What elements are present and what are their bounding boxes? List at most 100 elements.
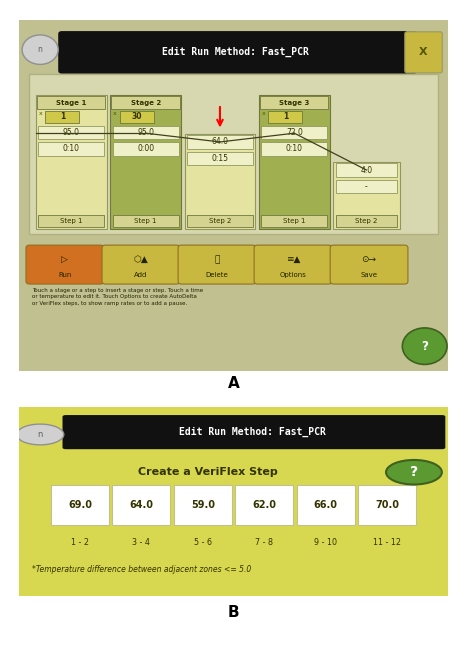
Text: *Temperature difference between adjacent zones <= 5.0: *Temperature difference between adjacent… xyxy=(32,565,251,574)
Text: B: B xyxy=(228,605,239,620)
FancyBboxPatch shape xyxy=(110,95,181,228)
FancyBboxPatch shape xyxy=(38,126,104,139)
Text: Step 1: Step 1 xyxy=(134,218,157,224)
FancyBboxPatch shape xyxy=(254,245,332,284)
Text: Add: Add xyxy=(134,271,148,278)
FancyBboxPatch shape xyxy=(330,245,408,284)
FancyBboxPatch shape xyxy=(120,111,154,122)
Text: 0:00: 0:00 xyxy=(137,144,154,154)
FancyBboxPatch shape xyxy=(113,215,178,227)
Text: 59.0: 59.0 xyxy=(191,500,215,510)
Text: 62.0: 62.0 xyxy=(252,500,276,510)
FancyBboxPatch shape xyxy=(187,215,253,227)
FancyBboxPatch shape xyxy=(235,485,293,525)
FancyBboxPatch shape xyxy=(37,96,106,109)
FancyBboxPatch shape xyxy=(12,404,455,598)
FancyBboxPatch shape xyxy=(262,126,327,139)
FancyBboxPatch shape xyxy=(113,142,178,156)
Text: 0:15: 0:15 xyxy=(212,154,228,163)
Text: Delete: Delete xyxy=(205,271,228,278)
FancyBboxPatch shape xyxy=(336,180,397,193)
Text: 30: 30 xyxy=(131,112,142,121)
FancyBboxPatch shape xyxy=(29,74,438,234)
Text: ≡▲: ≡▲ xyxy=(286,255,300,264)
Text: -: - xyxy=(365,182,368,191)
Text: 70.0: 70.0 xyxy=(375,500,399,510)
FancyBboxPatch shape xyxy=(405,32,442,73)
Text: n: n xyxy=(38,45,42,54)
FancyBboxPatch shape xyxy=(178,245,256,284)
Text: ▷: ▷ xyxy=(62,255,68,264)
FancyBboxPatch shape xyxy=(336,164,397,177)
FancyBboxPatch shape xyxy=(23,236,444,371)
Text: Save: Save xyxy=(361,271,377,278)
Text: Touch a stage or a step to insert a stage or step. Touch a time
or temperature t: Touch a stage or a step to insert a stag… xyxy=(32,288,203,306)
Text: 95.0: 95.0 xyxy=(137,128,154,137)
Text: ⬛: ⬛ xyxy=(214,255,219,264)
Text: Step 1: Step 1 xyxy=(283,218,305,224)
FancyBboxPatch shape xyxy=(184,134,255,228)
FancyBboxPatch shape xyxy=(262,142,327,156)
Circle shape xyxy=(403,328,447,364)
Text: 1: 1 xyxy=(60,112,65,121)
FancyBboxPatch shape xyxy=(45,111,79,122)
Text: Step 1: Step 1 xyxy=(60,218,83,224)
FancyBboxPatch shape xyxy=(38,215,104,227)
FancyBboxPatch shape xyxy=(358,485,416,525)
Text: Step 2: Step 2 xyxy=(209,218,231,224)
Circle shape xyxy=(16,424,64,445)
Text: Edit Run Method: Fast_PCR: Edit Run Method: Fast_PCR xyxy=(162,47,309,58)
FancyBboxPatch shape xyxy=(269,111,302,122)
FancyBboxPatch shape xyxy=(259,95,330,228)
Text: 5 - 6: 5 - 6 xyxy=(194,538,212,547)
Text: 0:10: 0:10 xyxy=(63,144,80,154)
Text: x: x xyxy=(113,111,117,116)
Text: 11 - 12: 11 - 12 xyxy=(373,538,401,547)
Text: n: n xyxy=(37,430,43,439)
Text: Stage 3: Stage 3 xyxy=(279,100,310,106)
Text: Create a VeriFlex Step: Create a VeriFlex Step xyxy=(138,467,277,477)
FancyBboxPatch shape xyxy=(113,126,178,139)
Text: x: x xyxy=(38,111,42,116)
Text: 4.0: 4.0 xyxy=(361,166,373,175)
Text: Stage 2: Stage 2 xyxy=(130,100,161,106)
FancyBboxPatch shape xyxy=(112,96,180,109)
FancyBboxPatch shape xyxy=(12,15,455,376)
Text: Run: Run xyxy=(58,271,71,278)
Text: 64.0: 64.0 xyxy=(129,500,153,510)
FancyBboxPatch shape xyxy=(51,485,109,525)
FancyBboxPatch shape xyxy=(58,31,417,73)
FancyBboxPatch shape xyxy=(336,215,397,227)
Text: ⊙→: ⊙→ xyxy=(361,255,376,264)
Text: ⬡▲: ⬡▲ xyxy=(134,255,149,264)
FancyBboxPatch shape xyxy=(262,215,327,227)
Text: Stage 1: Stage 1 xyxy=(56,100,86,106)
FancyBboxPatch shape xyxy=(63,415,446,449)
Text: 7 - 8: 7 - 8 xyxy=(255,538,273,547)
FancyBboxPatch shape xyxy=(102,245,180,284)
FancyBboxPatch shape xyxy=(38,142,104,156)
Text: ?: ? xyxy=(410,465,418,479)
FancyBboxPatch shape xyxy=(187,152,253,165)
Text: 1 - 2: 1 - 2 xyxy=(71,538,89,547)
FancyBboxPatch shape xyxy=(333,162,400,228)
Text: 1: 1 xyxy=(283,112,288,121)
FancyBboxPatch shape xyxy=(36,95,107,228)
Circle shape xyxy=(386,460,442,485)
Text: 69.0: 69.0 xyxy=(68,500,92,510)
Text: 64.0: 64.0 xyxy=(212,138,228,146)
FancyBboxPatch shape xyxy=(187,135,253,149)
Text: ?: ? xyxy=(421,340,428,353)
Text: 72.0: 72.0 xyxy=(286,128,303,137)
FancyBboxPatch shape xyxy=(113,485,170,525)
Text: 3 - 4: 3 - 4 xyxy=(133,538,150,547)
Text: Step 2: Step 2 xyxy=(355,218,378,224)
FancyBboxPatch shape xyxy=(174,485,232,525)
FancyBboxPatch shape xyxy=(260,96,328,109)
FancyBboxPatch shape xyxy=(297,485,354,525)
Text: Edit Run Method: Fast_PCR: Edit Run Method: Fast_PCR xyxy=(179,427,326,437)
Text: X: X xyxy=(419,47,428,57)
Text: 0:10: 0:10 xyxy=(286,144,303,154)
FancyBboxPatch shape xyxy=(26,245,104,284)
Text: 95.0: 95.0 xyxy=(63,128,80,137)
